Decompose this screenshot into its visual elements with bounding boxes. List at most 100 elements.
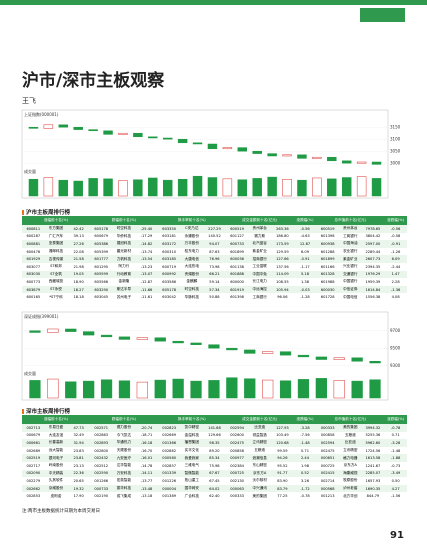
volume-bar: [47, 378, 59, 399]
table-cell: 播恩集团: [180, 439, 204, 447]
table-cell: 6.09: [384, 255, 407, 263]
table-cell: 1614.84: [361, 285, 385, 294]
table-cell: 002384: [230, 463, 244, 468]
table-cell: 000679: [26, 433, 41, 438]
table-cell: -13.74: [140, 249, 153, 254]
volume-bar: [282, 179, 292, 197]
table-cell: 长春高新: [44, 439, 68, 447]
candle: [237, 147, 248, 152]
table-cell: 002090: [22, 469, 45, 478]
table-cell: 工商银行: [252, 294, 267, 299]
table-cell: 贵绳股份: [180, 270, 204, 279]
table-cell: 我爱我家: [180, 454, 204, 462]
table-cell: 北方华创: [343, 493, 358, 498]
table-cell: -0.56: [384, 225, 407, 233]
table-cell: 600310: [162, 249, 177, 254]
volume-bar: [43, 177, 54, 197]
volume-bar: [252, 178, 262, 197]
table-cell: 600679: [94, 234, 109, 239]
table-cell: -13.77: [140, 478, 153, 483]
candle: [297, 354, 310, 358]
table-cell: 002800: [94, 448, 109, 453]
table-cell: 002717: [26, 463, 41, 468]
table-cell: 95.52: [277, 463, 288, 468]
volume-bar: [222, 178, 233, 197]
table-cell: 阿力行: [118, 264, 130, 269]
volume-label: 成交量: [24, 370, 36, 376]
table-cell: ST永悦: [44, 285, 68, 294]
table-cell: 1690.35: [361, 484, 385, 493]
volume-bar: [371, 178, 382, 197]
table-cell: 600519: [316, 225, 339, 233]
volume-bar: [208, 380, 220, 399]
table-cell: 3804.42: [365, 234, 381, 239]
table-cell: 5.18: [293, 270, 317, 279]
table-cell: 601777: [89, 255, 113, 263]
candle: [262, 351, 274, 354]
y-tick-label: 3100: [390, 137, 401, 142]
candle: [192, 142, 203, 145]
table-cell: 4.27: [384, 484, 407, 493]
y-tick-label: 9700: [390, 328, 401, 333]
table-cell: 000004: [157, 484, 181, 493]
candle: [154, 337, 166, 342]
table-cell: 1724.56: [365, 448, 381, 453]
table-cell: 002594: [316, 439, 339, 447]
table-cell: -20.74: [135, 424, 158, 432]
table-cell: 中天精装: [44, 469, 68, 478]
candle: [208, 344, 220, 349]
ranking-table: 涨幅前十名(%) 跌幅前十名(%) 换手率前十名(%) 成交金额前十名(亿元) 涨跌幅(…: [22, 415, 407, 500]
table-cell: -25.40: [135, 225, 158, 233]
table-cell: -1.72: [293, 484, 317, 493]
table-cell: 牧原股份: [343, 478, 358, 483]
table-cell: -12.87: [140, 279, 153, 284]
table-cell: 23.13: [73, 463, 84, 468]
table-cell: 141.68: [203, 424, 226, 432]
table-cell: 77.25: [277, 494, 288, 499]
table-cell: 银河电子: [44, 454, 68, 462]
table-cell: -0.78: [300, 494, 310, 499]
table-cell: 000333: [230, 494, 244, 499]
table-cell: 96.06: [277, 295, 288, 300]
table-cell: 沃尔核材: [252, 478, 267, 483]
table-cell: 大连热电: [184, 264, 199, 269]
column-header: 总市值前十名(亿元): [316, 415, 385, 424]
volume-bar: [103, 178, 113, 197]
candle: [226, 347, 238, 351]
table-cell: 001339: [157, 469, 181, 478]
volume-bar: [118, 180, 128, 197]
table-cell: 金新隆: [118, 279, 130, 284]
table-cell: 吉视传媒: [44, 255, 68, 263]
table-cell: 601728: [320, 295, 335, 300]
table-cell: -3.49: [384, 469, 407, 478]
table-cell: 18.27: [67, 285, 90, 294]
table-cell: 20.65: [73, 478, 84, 483]
table-cell: 600287: [26, 234, 41, 239]
table-cell: 交通银行: [338, 270, 362, 279]
table-cell: 601988: [320, 279, 335, 284]
table-cell: 600476: [26, 249, 41, 254]
table-cell: 赛力斯: [254, 233, 266, 238]
table-cell: -0.91: [384, 240, 407, 248]
table-cell: 1959.39: [365, 279, 381, 284]
table-cell: 601899: [316, 255, 339, 263]
table-cell: -4.63: [300, 234, 310, 239]
column-header: 涨跌幅(%): [293, 415, 317, 424]
table-cell: 605566: [94, 279, 109, 284]
page-title: 沪市/深市主板观察: [22, 71, 165, 91]
column-header: 换手率前十名(%): [157, 415, 226, 424]
volume-bar: [172, 378, 184, 399]
table-cell: 000977: [225, 454, 249, 462]
table-cell: 浪潮信息: [248, 454, 272, 462]
table-cell: 中兴通讯: [248, 484, 272, 493]
volume-bar: [100, 379, 113, 399]
candle: [279, 351, 292, 356]
candle: [172, 340, 184, 344]
table-cell: 600733: [225, 240, 249, 248]
table-cell: 127.66: [271, 255, 294, 263]
volume-bar: [148, 177, 158, 197]
volume-bar: [83, 380, 95, 399]
table-cell: -1.48: [293, 439, 317, 447]
candle: [47, 328, 59, 333]
candle: [351, 357, 363, 362]
